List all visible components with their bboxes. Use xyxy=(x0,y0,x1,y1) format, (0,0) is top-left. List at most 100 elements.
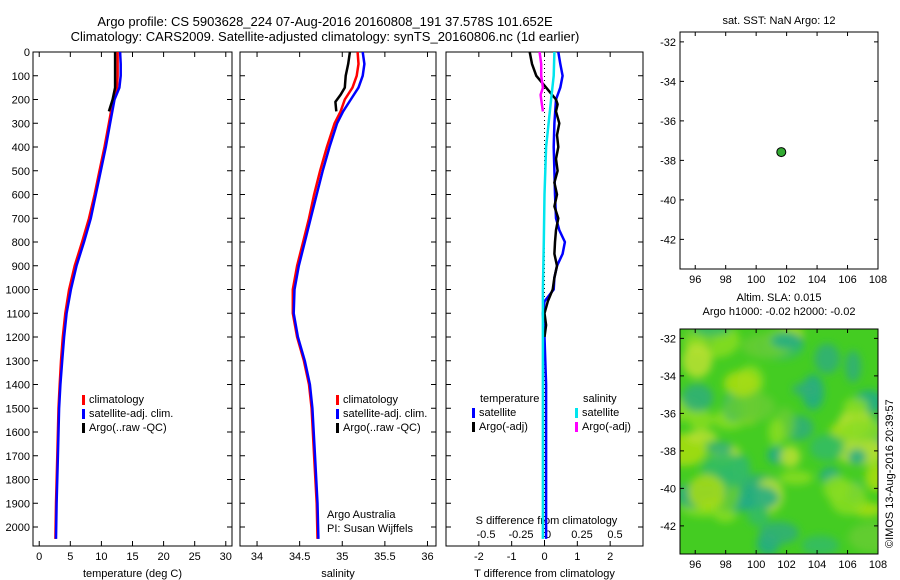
x-tick-label: 108 xyxy=(869,559,887,571)
salinity-x-label: salinity xyxy=(321,568,355,580)
x-tick-label: 102 xyxy=(777,274,795,286)
heatmap-blob xyxy=(705,441,734,454)
x-tick-label: 2 xyxy=(607,551,613,563)
heatmap-blob xyxy=(865,463,878,492)
y-tick-label: -36 xyxy=(660,408,676,420)
heatmap-blob xyxy=(724,391,776,423)
salinity-difference-tick-label: 0 xyxy=(545,529,551,541)
heatmap-blob xyxy=(732,453,751,482)
series-line xyxy=(541,51,567,539)
y-tick-label: 1200 xyxy=(6,332,30,344)
legend-swatch xyxy=(575,408,578,418)
legend-swatch xyxy=(336,395,339,405)
x-tick-label: 35.5 xyxy=(374,551,395,563)
sla-map-title-line: Argo h1000: -0.02 h2000: -0.02 xyxy=(703,306,856,318)
y-tick-label: 1400 xyxy=(6,380,30,392)
heatmap-blob xyxy=(693,329,732,337)
x-tick-label: -1 xyxy=(507,551,517,563)
x-tick-label: 36 xyxy=(421,551,433,563)
x-tick-label: 96 xyxy=(689,559,701,571)
salinity-annotation-line: Argo Australia xyxy=(327,509,396,521)
salinity-difference-tick-label: 0.25 xyxy=(571,529,592,541)
heatmap-blob xyxy=(779,445,801,468)
heatmap-blob xyxy=(809,434,845,461)
x-tick-label: 30 xyxy=(220,551,232,563)
y-tick-label: -32 xyxy=(660,333,676,345)
y-tick-label: 100 xyxy=(12,71,30,83)
series-line xyxy=(528,51,561,338)
heatmap-blob xyxy=(829,481,867,515)
heatmap-blob xyxy=(814,343,840,374)
y-tick-label: -40 xyxy=(660,195,676,207)
series-line xyxy=(292,51,366,539)
legend-title: salinity xyxy=(583,393,617,405)
y-tick-label: 800 xyxy=(12,237,30,249)
x-tick-label: 1 xyxy=(574,551,580,563)
x-tick-label: 25 xyxy=(189,551,201,563)
y-tick-label: -34 xyxy=(660,76,676,88)
legend-label: satellite xyxy=(479,407,516,419)
y-tick-label: 500 xyxy=(12,166,30,178)
x-tick-label: 15 xyxy=(126,551,138,563)
legend-swatch xyxy=(472,422,475,432)
legend-swatch xyxy=(472,408,475,418)
y-tick-label: 1000 xyxy=(6,285,30,297)
x-tick-label: 100 xyxy=(747,559,765,571)
y-tick-label: 600 xyxy=(12,190,30,202)
y-tick-label: 1800 xyxy=(6,475,30,487)
legend-label: Argo(..raw -QC) xyxy=(89,422,167,434)
legend-label: satellite-adj. clim. xyxy=(89,408,173,420)
y-tick-label: 1700 xyxy=(6,451,30,463)
series-line xyxy=(107,52,117,112)
heatmap-blob xyxy=(768,418,785,446)
y-tick-label: 400 xyxy=(12,142,30,154)
argo-float-marker xyxy=(776,147,787,158)
y-tick-label: -34 xyxy=(660,371,676,383)
x-tick-label: 20 xyxy=(157,551,169,563)
heatmap-blob xyxy=(770,332,804,349)
legend-title: temperature xyxy=(480,393,539,405)
temperature-x-label: temperature (deg C) xyxy=(83,568,182,580)
x-tick-label: 0 xyxy=(36,551,42,563)
x-tick-label: 5 xyxy=(67,551,73,563)
legend-swatch xyxy=(336,423,339,433)
y-tick-label: 1500 xyxy=(6,403,30,415)
difference-plot-frame xyxy=(445,51,644,547)
legend-swatch xyxy=(336,409,339,419)
heatmap-blob xyxy=(758,521,799,545)
x-tick-label: 108 xyxy=(869,274,887,286)
heatmap-blob xyxy=(682,343,713,378)
y-tick-label: 1100 xyxy=(6,308,30,320)
heatmap-blob xyxy=(843,397,869,416)
y-tick-label: 300 xyxy=(12,118,30,130)
legend-label: climatology xyxy=(89,394,145,406)
y-tick-label: -38 xyxy=(660,446,676,458)
heatmap-blob xyxy=(681,383,714,412)
series-line xyxy=(538,51,545,112)
y-tick-label: -42 xyxy=(660,234,676,246)
x-tick-label: 100 xyxy=(747,274,765,286)
figure-title-line-1: Argo profile: CS 5903628_224 07-Aug-2016… xyxy=(97,14,553,29)
heatmap-blob xyxy=(714,509,737,523)
x-tick-label: 106 xyxy=(838,559,856,571)
heatmap-blob xyxy=(747,505,770,526)
sla-map-title-line: Altim. SLA: 0.015 xyxy=(737,292,822,304)
x-tick-label: 35 xyxy=(336,551,348,563)
y-tick-label: -32 xyxy=(660,37,676,49)
heatmap-blob xyxy=(688,409,713,431)
x-tick-label: 96 xyxy=(689,274,701,286)
sst-map-title: sat. SST: NaN Argo: 12 xyxy=(722,15,835,27)
x-tick-label: 10 xyxy=(95,551,107,563)
x-tick-label: 104 xyxy=(808,559,826,571)
series-line xyxy=(541,51,556,539)
y-tick-label: 1900 xyxy=(6,498,30,510)
y-tick-label: 700 xyxy=(12,213,30,225)
legend-label: satellite xyxy=(582,407,619,419)
credit-text: ©IMOS 13-Aug-2016 20:39:57 xyxy=(884,399,896,548)
y-tick-label: 2000 xyxy=(6,522,30,534)
x-tick-label: 102 xyxy=(777,559,795,571)
y-tick-label: -40 xyxy=(660,483,676,495)
y-tick-label: -36 xyxy=(660,116,676,128)
series-line xyxy=(54,51,122,539)
